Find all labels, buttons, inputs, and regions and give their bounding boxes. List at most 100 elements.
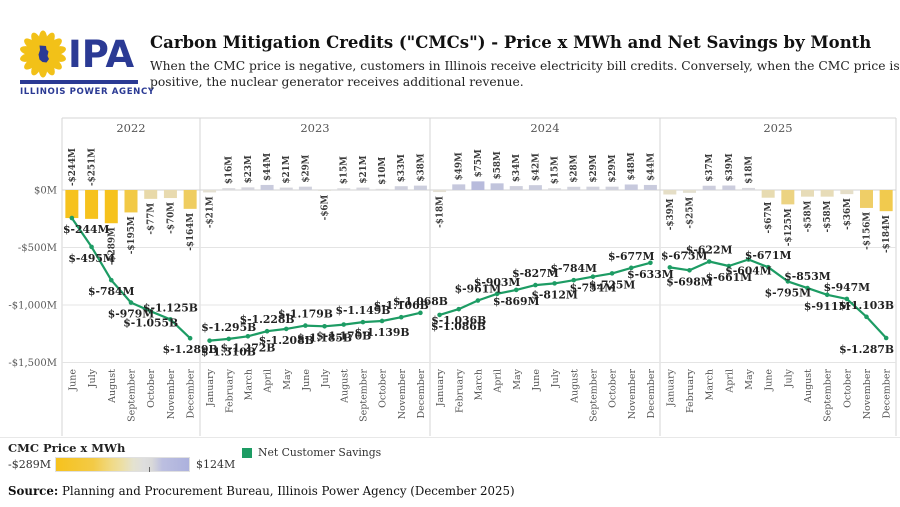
bar-2025-August[interactable] [801,190,814,197]
bar-2025-July[interactable] [781,190,795,205]
net-savings-line[interactable] [669,258,888,339]
line-point-2024-November[interactable] [628,265,634,271]
line-point-2022-August[interactable] [108,277,114,283]
line-point-2022-June[interactable] [69,215,75,221]
bar-2023-November[interactable] [394,186,408,190]
bar-label: $44M [263,153,273,181]
line-point-2025-June[interactable] [765,264,771,270]
bar-label: $42M [531,153,541,181]
bar-2024-October[interactable] [605,186,619,190]
bar-2023-September[interactable] [356,187,370,190]
line-point-2022-October[interactable] [148,309,154,314]
line-point-2024-December[interactable] [648,260,653,266]
bar-2025-January[interactable] [663,190,677,195]
bar-label: -$156M [863,212,873,250]
bar-2022-August[interactable] [104,190,118,224]
line-point-2025-April[interactable] [726,263,732,269]
line-point-2025-February[interactable] [687,267,692,273]
bar-2023-December[interactable] [413,185,427,190]
line-point-2024-May[interactable] [513,287,519,293]
bar-2025-June[interactable] [761,190,775,198]
line-point-2024-March[interactable] [475,298,481,303]
bar-2023-January[interactable] [203,190,217,193]
bar-2023-February[interactable] [222,188,236,190]
bar-2022-November[interactable] [163,190,177,199]
bar-2025-November[interactable] [860,190,873,208]
line-legend[interactable]: Net Customer Savings [242,446,381,459]
bar-2022-June[interactable] [65,190,79,219]
bar-label: -$18M [436,196,446,228]
line-point-2025-August[interactable] [805,285,810,291]
bar-2022-September[interactable] [124,190,138,213]
bar-2024-July[interactable] [548,188,562,190]
bar-2022-December[interactable] [183,190,197,209]
line-point-2023-May[interactable] [283,326,289,332]
line-point-2023-February[interactable] [226,336,232,342]
bar-2025-February[interactable] [683,190,696,193]
bar-2024-January[interactable] [433,190,447,193]
line-point-2023-November[interactable] [398,314,404,320]
line-point-2025-January[interactable] [667,265,673,270]
line-point-2023-October[interactable] [379,318,385,324]
line-point-2023-December[interactable] [418,310,423,316]
bar-2023-October[interactable] [375,188,389,190]
bar-2024-November[interactable] [624,184,638,190]
bar-2022-October[interactable] [144,190,158,199]
line-point-2022-July[interactable] [89,244,94,250]
line-point-2025-December[interactable] [883,335,889,341]
line-point-2025-November[interactable] [864,314,869,320]
month-axis-label: October [842,369,853,408]
bar-2025-May[interactable] [742,187,755,190]
bar-2024-September[interactable] [586,186,600,190]
line-point-2024-April[interactable] [494,291,500,297]
line-point-2022-November[interactable] [168,317,173,322]
line-point-2023-July[interactable] [322,323,327,329]
line-point-2025-May[interactable] [746,257,751,262]
line-point-2024-June[interactable] [533,282,538,288]
bar-2023-August[interactable] [337,188,351,190]
line-point-2023-January[interactable] [207,338,212,343]
line-point-2023-April[interactable] [264,328,270,334]
bar-2023-May[interactable] [279,187,293,190]
line-point-2024-August[interactable] [571,277,577,283]
line-point-2023-September[interactable] [360,319,366,325]
line-point-2023-August[interactable] [341,322,347,327]
bar-2024-March[interactable] [471,181,485,190]
bar-2024-February[interactable] [452,184,466,190]
line-point-2022-December[interactable] [187,335,193,341]
month-axis-label: July [320,368,331,388]
bar-2024-May[interactable] [509,186,523,190]
net-savings-line[interactable] [439,261,651,316]
line-point-2023-June[interactable] [303,323,308,328]
bar-2022-July[interactable] [85,190,99,219]
line-point-2025-March[interactable] [706,259,712,264]
line-point-2025-July[interactable] [785,279,791,284]
line-point-2024-January[interactable] [437,312,442,318]
bar-2023-June[interactable] [298,186,312,190]
bar-2025-September[interactable] [820,190,834,197]
bar-2024-August[interactable] [567,186,581,190]
bar-2025-April[interactable] [722,185,736,190]
bar-2025-December[interactable] [879,190,893,212]
bar-2023-March[interactable] [241,187,255,190]
line-point-2025-September[interactable] [824,292,830,298]
line-point-2023-March[interactable] [245,333,251,339]
bar-2025-March[interactable] [702,185,716,190]
bar-2023-April[interactable] [260,184,274,190]
color-gradient-ramp[interactable] [54,457,190,472]
line-label: $-754M [570,282,617,295]
bar-2025-October[interactable] [840,190,854,195]
line-point-2024-July[interactable] [552,281,557,286]
line-point-2025-October[interactable] [844,296,850,302]
bar-2024-April[interactable] [490,183,504,190]
bar-2023-July[interactable] [318,190,332,191]
line-point-2024-October[interactable] [609,271,615,276]
line-label: $-673M [661,249,708,262]
bar-2024-December[interactable] [643,184,657,190]
line-point-2024-September[interactable] [590,274,596,280]
line-point-2022-September[interactable] [128,300,134,305]
net-savings-line[interactable] [209,311,421,342]
month-axis-label: November [627,369,638,420]
bar-2024-June[interactable] [528,185,542,190]
line-point-2024-February[interactable] [456,306,462,312]
